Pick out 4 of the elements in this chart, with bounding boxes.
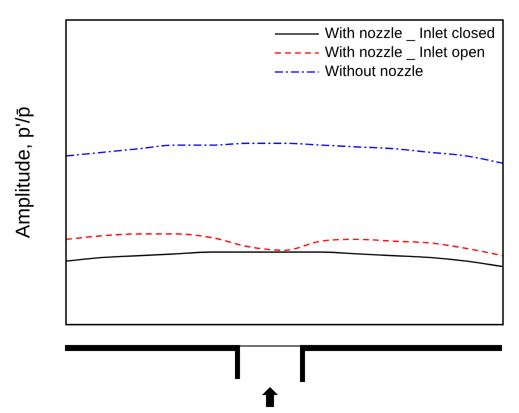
legend-label: With nozzle _ Inlet open (324, 44, 486, 62)
y-axis-title: Amplitude, p'/p̄ (12, 106, 35, 238)
legend-label: Without nozzle (324, 63, 424, 80)
legend-label: With nozzle _ Inlet closed (324, 25, 496, 42)
